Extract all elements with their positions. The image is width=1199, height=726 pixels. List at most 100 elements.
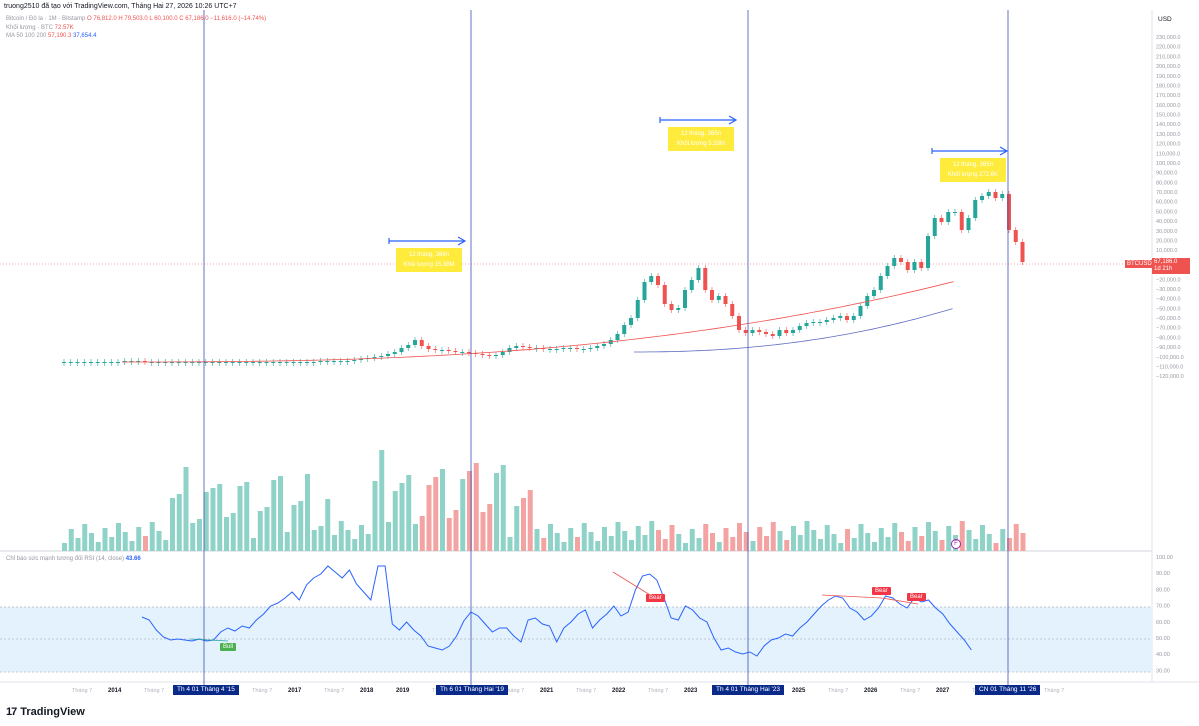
ma-value-fast: 57,190.3 — [48, 33, 72, 39]
flag-icon[interactable]: F — [951, 539, 961, 549]
last-price-tag[interactable]: 67,186.0 1d 21h — [1152, 258, 1190, 274]
candle-body — [554, 349, 559, 350]
time-axis-label: Tháng 7 — [828, 688, 848, 694]
rsi-line — [141, 565, 972, 657]
volume-bar — [453, 510, 459, 551]
volume-bar — [662, 539, 668, 551]
candle-body — [305, 362, 309, 363]
volume-bar — [197, 519, 202, 551]
volume-bar — [210, 488, 216, 551]
volume-bar — [656, 530, 661, 551]
candle-body — [993, 192, 998, 198]
price-axis-label: −20,000.0 — [1156, 277, 1181, 283]
candle-body — [183, 362, 188, 363]
candle-body — [170, 362, 174, 363]
volume-bar — [419, 516, 425, 551]
price-axis-label: −40,000.0 — [1156, 297, 1181, 303]
candle-body — [190, 362, 195, 363]
symbol-legend[interactable]: Bitcoin / Đô la · 1M · Bitstamp O 76,812… — [6, 16, 266, 22]
candle-body — [602, 344, 606, 346]
volume-bar — [291, 505, 297, 551]
rsi-legend[interactable]: Chỉ báo sức mạnh tương đối RSI (14, clos… — [6, 556, 141, 562]
ma-legend[interactable]: MA 50 100 200 57,190.3 37,654.4 — [6, 33, 96, 39]
range-note-2[interactable]: 12 tháng, 365n Khối lượng 5.28M — [668, 127, 734, 151]
price-axis-label: 190,000.0 — [1156, 74, 1180, 80]
volume-bar — [271, 480, 277, 551]
rsi-axis-label: 80.00 — [1156, 587, 1170, 593]
price-axis[interactable]: 230,000.0 220,000.0 210,000.0 200,000.0 190,… — [1156, 35, 1184, 380]
volume-bar — [865, 533, 871, 551]
candle-body — [770, 334, 775, 336]
candle-body — [1020, 242, 1025, 262]
tradingview-logo[interactable]: 17 TradingView — [6, 706, 85, 718]
volume-bar — [217, 484, 223, 551]
time-axis-label: 2018 — [360, 688, 374, 694]
range-arrow-1[interactable] — [388, 236, 467, 246]
candle-body — [548, 349, 552, 350]
volume-bar — [723, 528, 729, 551]
volume-bar — [534, 529, 540, 551]
candle-body — [244, 362, 249, 363]
candle-body — [494, 355, 498, 356]
candle-body — [912, 262, 917, 270]
volume-bar — [797, 535, 803, 551]
volume-bar — [143, 536, 148, 551]
volume-bar — [284, 532, 290, 551]
range-note-1[interactable]: 12 tháng, 366n Khối lượng 15.38M — [396, 248, 462, 272]
candle-body — [723, 296, 728, 304]
volume-bar — [89, 533, 94, 551]
volume-bar — [980, 525, 985, 551]
selected-date-3[interactable]: Th 4 01 Tháng Hai '23 — [712, 685, 784, 695]
range-arrow-3[interactable] — [931, 146, 1009, 156]
volume-bar — [919, 536, 925, 551]
selected-date-2[interactable]: Th 6 01 Tháng Hai '19 — [436, 685, 508, 695]
candle-body — [683, 290, 687, 308]
range-note-3[interactable]: 12 tháng, 365n Khối lượng 272.6K — [940, 158, 1006, 182]
candle-body — [973, 200, 978, 218]
volume-bar — [791, 526, 796, 551]
price-axis-label: 10,000.0 — [1156, 248, 1177, 254]
volume-legend[interactable]: Khối lượng · BTC 72.57K — [6, 25, 74, 31]
candle-body — [946, 212, 951, 222]
price-axis-label: −100,000.0 — [1156, 355, 1184, 361]
volume-label: Khối lượng · BTC — [6, 25, 53, 31]
volume-bar — [764, 536, 769, 551]
volume-bar — [116, 523, 121, 551]
rsi-axis[interactable]: 100.00 90.00 80.00 70.00 60.00 50.00 40.00 30.0… — [1156, 555, 1173, 674]
price-axis-label: −60,000.0 — [1156, 316, 1181, 322]
candle-body — [257, 362, 262, 363]
currency-label[interactable]: USD — [1158, 16, 1172, 23]
volume-bar — [406, 475, 412, 551]
volume-bar — [926, 522, 931, 551]
price-axis-label: −80,000.0 — [1156, 335, 1181, 341]
volume-bar — [838, 543, 844, 551]
range-arrow-2[interactable] — [659, 115, 738, 125]
volume-bar — [615, 522, 621, 551]
volume-bar — [743, 532, 749, 551]
volume-bar — [318, 526, 324, 551]
volume-bar — [237, 486, 243, 551]
time-axis-label: 2025 — [792, 688, 806, 694]
price-axis-label: 70,000.0 — [1156, 190, 1177, 196]
volume-bar — [264, 507, 270, 551]
price-axis-label: −50,000.0 — [1156, 306, 1181, 312]
volume-bar — [561, 542, 567, 551]
selected-date-4[interactable]: CN 01 Tháng 11 '26 — [975, 685, 1041, 695]
volume-bar — [487, 504, 493, 551]
volume-bar — [440, 469, 445, 551]
time-axis-label: Tháng 7 — [900, 688, 920, 694]
volume-bar — [507, 537, 513, 551]
candle-body — [514, 346, 519, 348]
volume-bar — [959, 521, 965, 551]
candle-body — [811, 322, 816, 323]
time-axis-label: 2023 — [684, 688, 698, 694]
price-axis-label: 230,000.0 — [1156, 35, 1180, 41]
volume-bar — [818, 539, 823, 551]
rsi-axis-label: 50.00 — [1156, 636, 1170, 642]
volume-bar — [1000, 529, 1006, 551]
selected-date-1[interactable]: Th 4 01 Tháng 4 '15 — [173, 685, 239, 695]
candle-body — [696, 268, 701, 280]
volume-bar — [757, 527, 763, 551]
rsi-axis-label: 30.00 — [1156, 668, 1170, 674]
